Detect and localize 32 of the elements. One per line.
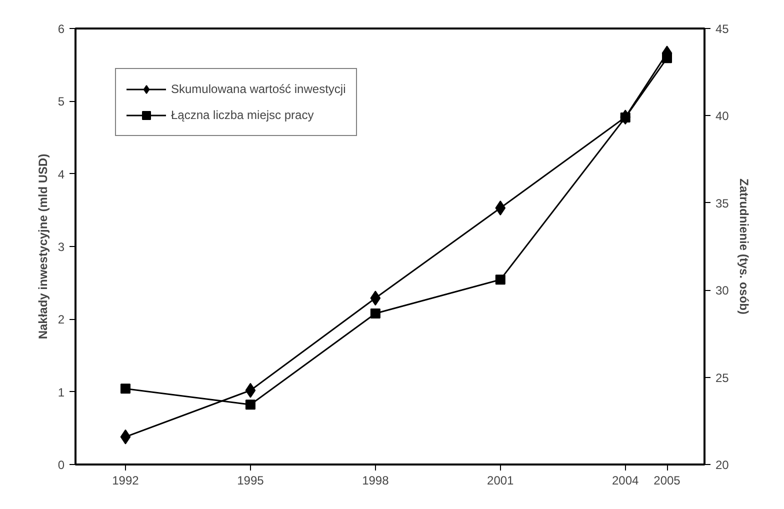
y-tick-label: 1 xyxy=(58,385,65,400)
y2-tick-label: 30 xyxy=(716,284,730,298)
y2-tick-label: 20 xyxy=(716,458,730,472)
x-tick-label: 1998 xyxy=(362,474,390,488)
y2-tick-label: 40 xyxy=(716,109,730,124)
y-tick-label: 4 xyxy=(58,167,65,182)
point xyxy=(370,290,381,306)
y-tick-label: 0 xyxy=(58,458,65,472)
y2-tick-label: 45 xyxy=(716,22,730,36)
point xyxy=(120,429,131,444)
y2-tick-label: 35 xyxy=(716,196,730,210)
y-tick-label: 6 xyxy=(58,22,65,36)
y-axis-title: Nakłady inwestycyjne (mld USD) xyxy=(36,154,50,340)
point xyxy=(370,308,380,318)
y2-axis-title: Zatrudnienie (tys. osób) xyxy=(736,178,751,315)
point xyxy=(120,384,130,394)
point xyxy=(495,200,506,216)
point xyxy=(245,400,256,410)
y-tick-label: 5 xyxy=(58,94,65,109)
y-tick-label: 3 xyxy=(58,240,65,254)
x-tick-label: 2005 xyxy=(654,474,681,488)
x-tick-label: 2004 xyxy=(612,474,640,488)
point xyxy=(620,110,631,125)
legend-label: Łączna liczba miejsc pracy xyxy=(171,108,314,122)
x-tick-label: 1992 xyxy=(112,474,140,488)
point xyxy=(495,274,506,285)
y-tick-label: 2 xyxy=(58,312,65,327)
x-tick-label: 2001 xyxy=(487,474,514,488)
x-tick-label: 1995 xyxy=(237,474,264,488)
point xyxy=(245,382,256,398)
y2-tick-label: 25 xyxy=(716,370,730,385)
legend-label: Skumulowana wartość inwestycji xyxy=(171,82,346,96)
